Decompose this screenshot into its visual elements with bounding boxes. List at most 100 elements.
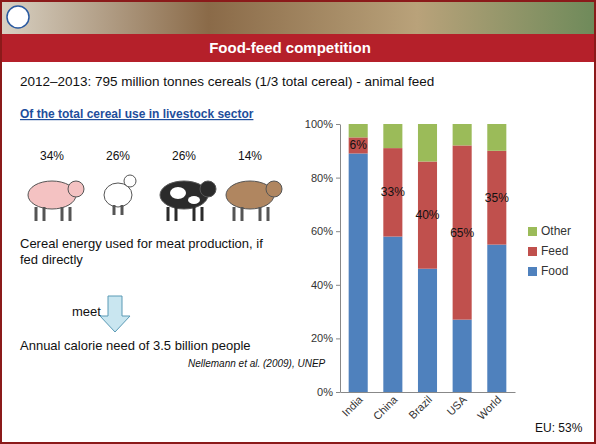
- arrow: [100, 296, 130, 332]
- icon-spot: [170, 187, 186, 199]
- animal-icon: [226, 181, 282, 221]
- bar-segment: [418, 124, 437, 162]
- slide-title: Food-feed competition: [209, 39, 371, 56]
- tick-label: Brazil: [406, 393, 434, 421]
- axis-line: [340, 125, 341, 393]
- bar-segment: [487, 245, 506, 392]
- icon-leg: [175, 207, 178, 221]
- tick-label: World: [475, 393, 504, 422]
- icon-leg: [201, 207, 204, 221]
- axis-line: [341, 392, 516, 393]
- data-label: 6%: [350, 138, 368, 152]
- legend-label: Feed: [541, 244, 568, 258]
- annotation: Annual calorie need of 3.5 billion peopl…: [20, 338, 251, 353]
- tick-mark: [336, 124, 340, 125]
- bar-segment: [383, 124, 402, 148]
- animal-icon: [28, 181, 84, 221]
- tick-mark: [336, 231, 340, 232]
- data-label: 26%: [106, 149, 130, 163]
- frame: [1, 1, 595, 443]
- icon-head: [68, 181, 84, 197]
- legend-swatch: [528, 227, 537, 236]
- title-bar: [0, 34, 596, 62]
- icon-leg: [167, 207, 170, 221]
- pictograph-title: Of the total cereal use in livestock sec…: [20, 107, 254, 121]
- tick-mark: [336, 178, 340, 179]
- icons: [28, 175, 282, 221]
- tick-mark: [336, 392, 340, 393]
- tick-label: 0%: [317, 386, 333, 398]
- data-labels: 6% 33% 40% 65% 35%: [350, 138, 510, 239]
- tick-mark: [336, 338, 340, 339]
- y-tick: 0%: [317, 386, 340, 398]
- slide: Food-feed competition2012–2013: 795 mill…: [0, 0, 596, 444]
- data-label: 34%: [40, 149, 64, 163]
- bar-segment: [453, 320, 472, 392]
- bars: [349, 124, 507, 392]
- icon-leg: [35, 207, 38, 221]
- tick-label: 20%: [311, 332, 333, 344]
- annotation: Cereal energy used for meat production, …: [20, 236, 263, 267]
- animal-icon: [160, 181, 216, 221]
- legend-swatch: [528, 247, 537, 256]
- legend: Other Feed Food: [528, 224, 571, 278]
- bar-segment: [383, 237, 402, 392]
- bar-segment: [349, 137, 368, 153]
- tick-label: USA: [444, 393, 469, 418]
- icon-leg: [69, 207, 72, 221]
- animal-icon: [104, 175, 136, 215]
- banner: [0, 0, 596, 34]
- icon-leg: [259, 207, 262, 221]
- tick-label: India: [339, 393, 365, 419]
- tick-label: 100%: [305, 118, 333, 130]
- icon-leg: [241, 207, 244, 221]
- icon-head: [124, 175, 136, 187]
- y-tick: 100%: [305, 118, 340, 130]
- icon-leg: [233, 207, 236, 221]
- legend-label: Food: [541, 264, 568, 278]
- icon-leg: [61, 207, 64, 221]
- y-axis: 0% 20% 40% 60% 80% 100%: [305, 118, 341, 398]
- y-tick: 40%: [311, 279, 340, 291]
- y-tick: 60%: [311, 225, 340, 237]
- icon-leg: [113, 205, 116, 215]
- icon-head: [266, 181, 282, 197]
- legend-swatch: [528, 267, 537, 276]
- bar-segment: [418, 269, 437, 392]
- x-axis: IndiaChinaBrazil USAWorld: [339, 392, 515, 422]
- icon-head: [200, 181, 216, 197]
- icon-leg: [193, 207, 196, 221]
- data-label: 65%: [450, 226, 474, 240]
- logo: [7, 6, 29, 28]
- tick-label: 40%: [311, 279, 333, 291]
- slide-canvas: Food-feed competition2012–2013: 795 mill…: [0, 0, 596, 444]
- icon-spot: [188, 196, 200, 204]
- data-label: 40%: [415, 208, 439, 222]
- data-label: 35%: [485, 191, 509, 205]
- y-tick: 20%: [311, 332, 340, 344]
- tick-label: China: [371, 393, 400, 422]
- data-label: 33%: [381, 185, 405, 199]
- tick-label: 60%: [311, 225, 333, 237]
- tick-mark: [336, 285, 340, 286]
- icon-leg: [43, 207, 46, 221]
- icon-leg: [267, 207, 270, 221]
- data-label: 26%: [172, 149, 196, 163]
- y-tick: 80%: [311, 172, 340, 184]
- bar-segment: [453, 124, 472, 145]
- bar-segment: [487, 124, 506, 151]
- legend-label: Other: [541, 224, 571, 238]
- annotation: meet: [72, 304, 101, 319]
- x-tick: Brazil: [406, 392, 434, 421]
- icon-leg: [121, 205, 124, 215]
- x-tick: USA: [444, 392, 469, 418]
- x-tick: China: [371, 392, 400, 422]
- tick-label: 80%: [311, 172, 333, 184]
- data-label: 14%: [238, 149, 262, 163]
- bar-segment: [349, 124, 368, 137]
- x-tick: World: [475, 392, 504, 422]
- x-tick: India: [339, 392, 365, 419]
- citation: Nellemann et al. (2009), UNEP: [188, 358, 326, 369]
- bar-segment: [349, 153, 368, 392]
- annotation: EU: 53%: [535, 421, 583, 435]
